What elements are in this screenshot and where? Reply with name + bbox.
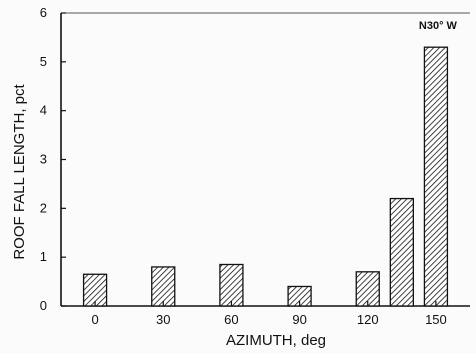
y-tick-label: 4: [40, 103, 47, 118]
x-tick-label: 150: [425, 312, 447, 327]
y-tick-label: 1: [40, 249, 47, 264]
bar: [389, 197, 414, 307]
bar: [151, 266, 176, 307]
y-tick-label: 0: [40, 298, 47, 313]
y-tick-label: 5: [40, 54, 47, 69]
x-tick-label: 120: [357, 312, 379, 327]
bars: [82, 46, 449, 307]
x-tick-label: 60: [224, 312, 238, 327]
bar-annotation-label: N30° W: [419, 20, 458, 32]
bar: [219, 263, 244, 307]
x-tick-label: 30: [156, 312, 170, 327]
bar: [355, 271, 380, 307]
x-tick-label: 90: [292, 312, 306, 327]
bar: [423, 46, 449, 307]
y-tick-label: 2: [40, 200, 47, 215]
x-tick-label: 0: [91, 312, 98, 327]
y-tick-label: 3: [40, 152, 47, 167]
y-tick-label: 6: [40, 5, 47, 20]
y-axis-label: ROOF FALL LENGTH, pct: [11, 84, 28, 260]
x-axis-label: AZIMUTH, deg: [226, 332, 326, 349]
